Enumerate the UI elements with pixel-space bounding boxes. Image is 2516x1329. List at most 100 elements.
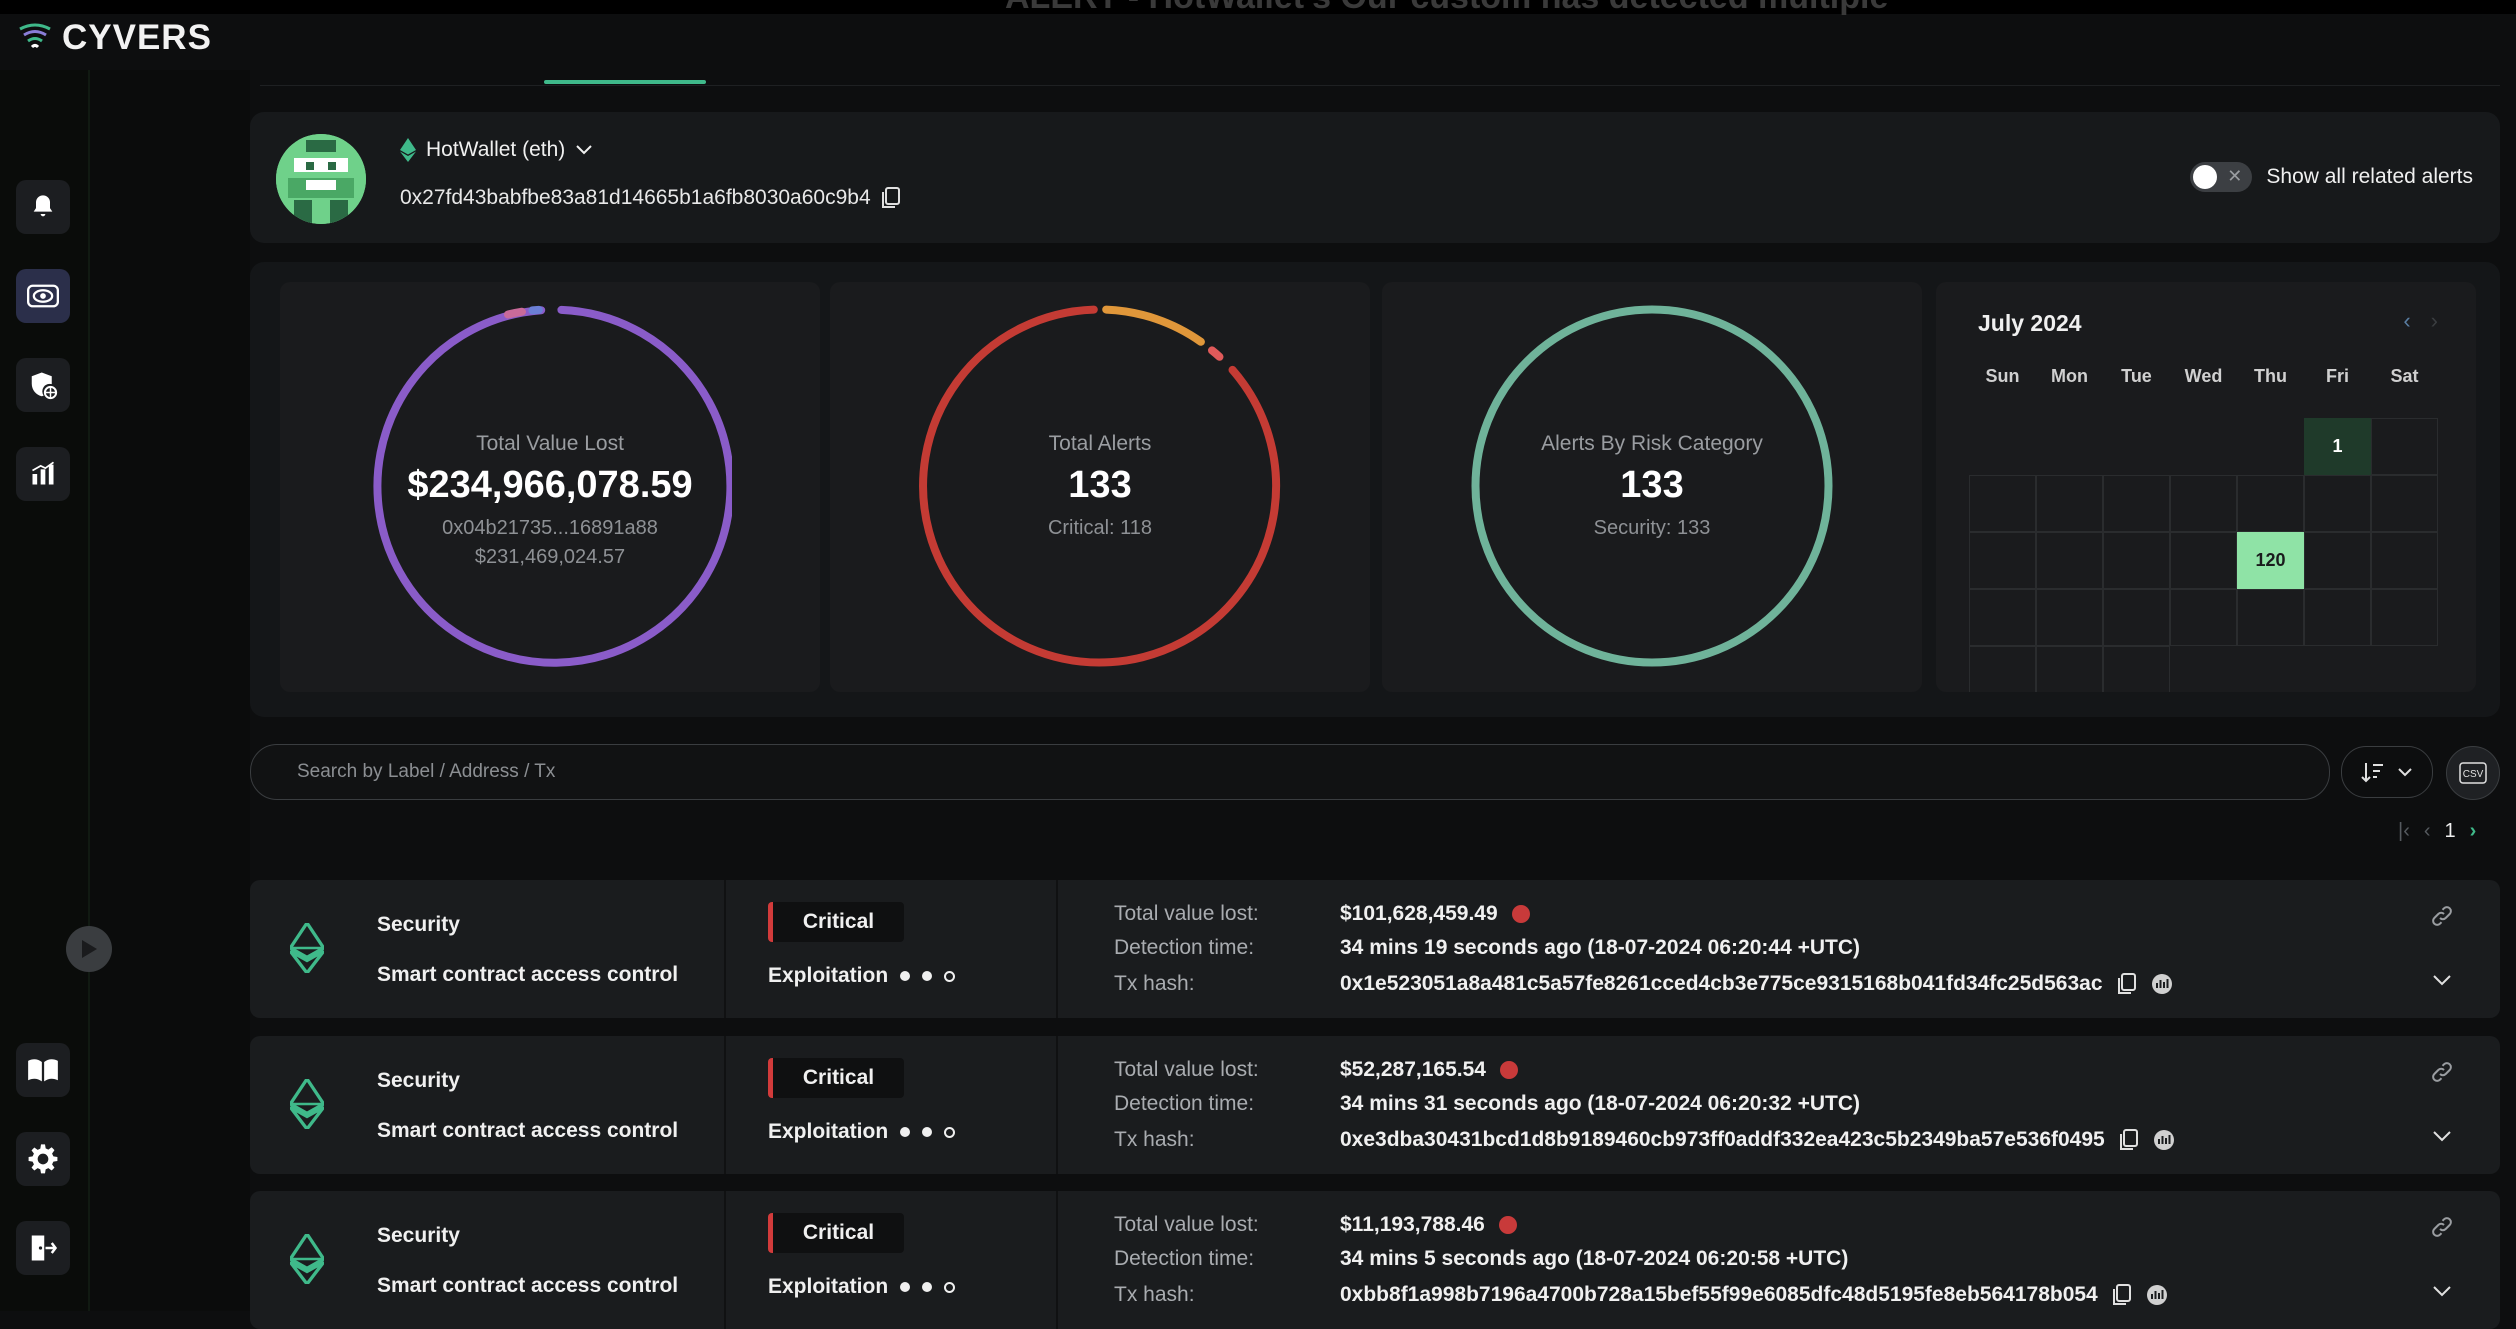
detection-time: 34 mins 31 seconds ago (18-07-2024 06:20… [1340,1092,1860,1115]
calendar-cell[interactable] [2036,589,2103,646]
divider [1056,1191,1058,1329]
copy-icon[interactable] [2117,973,2137,995]
background-title: ALERT - HotWallet's Our custom has detec… [1005,0,1888,17]
sidebar-item-docs[interactable] [16,1043,70,1097]
stats-panel: Total Value Lost $234,966,078.59 0x04b21… [250,262,2500,717]
sidebar-item-policy[interactable] [16,358,70,412]
chevron-left-icon[interactable]: ‹ [2403,308,2411,333]
chevron-down-icon[interactable] [2432,974,2452,986]
calendar-cell[interactable] [2237,475,2304,532]
logo[interactable]: CYVERS [18,18,212,58]
calendar-day-count[interactable]: 120 [2237,532,2304,589]
security-count: Security: 133 [1593,517,1711,539]
calendar-cell[interactable] [2036,646,2103,692]
alerts-by-risk-card[interactable]: Alerts By Risk Category 133 Security: 13… [1382,282,1922,692]
sidebar-item-settings[interactable] [16,1132,70,1186]
detection-label: Detection time: [1114,1247,1255,1270]
alert-row[interactable]: Security Smart contract access control C… [250,1036,2500,1174]
value-lost-ring [373,305,732,667]
alert-type: Smart contract access control [377,1274,679,1297]
weekday-label: Sat [2390,366,2419,386]
value-lost-label: Total value lost: [1114,1213,1259,1236]
page-number[interactable]: 1 [2444,820,2456,842]
show-related-alerts-toggle[interactable]: ✕ Show all related alerts [2190,162,2473,192]
calendar-cell[interactable] [2304,475,2371,532]
calendar-cell[interactable] [1969,532,2036,589]
wallet-header: HotWallet (eth) 0x27fd43babfbe83a81d1466… [250,112,2500,243]
calendar-cell[interactable] [2237,589,2304,646]
link-icon[interactable] [2430,904,2454,928]
toggle-switch[interactable]: ✕ [2190,162,2253,192]
chevron-right-icon[interactable]: › [2430,308,2438,333]
link-icon[interactable] [2430,1060,2454,1084]
first-page-icon[interactable]: |‹ [2398,820,2410,842]
prev-page-icon[interactable]: ‹ [2423,820,2431,842]
stat-value: 133 [1620,464,1684,506]
weekday-label: Thu [2254,366,2287,386]
sidebar-item-logout[interactable] [16,1221,70,1275]
eth-icon [290,1079,324,1129]
sidebar-item-reports[interactable] [16,447,70,501]
tx-hash[interactable]: 0xe3dba30431bcd1d8b9189460cb973ff0addf33… [1340,1128,2105,1151]
stat-value: 133 [1068,464,1132,506]
calendar-cell[interactable] [2103,589,2170,646]
calendar-cell[interactable] [2304,532,2371,589]
alert-row[interactable]: Security Smart contract access control C… [250,880,2500,1018]
top-address-value: $231,469,024.57 [474,546,626,568]
sidebar-item-watch[interactable] [16,269,70,323]
chevron-down-icon[interactable] [2432,1130,2452,1142]
calendar-cell[interactable] [2103,475,2170,532]
link-icon[interactable] [2430,1215,2454,1239]
weekday-label: Fri [2325,366,2349,386]
sidebar-item-alerts[interactable] [16,180,70,234]
critical-count: Critical: 118 [1047,517,1153,539]
next-page-icon[interactable]: › [2469,820,2477,842]
active-tab-indicator[interactable] [544,80,706,84]
alerts-center: Total Alerts 133 Critical: 118 [830,432,1370,540]
calendar-cell[interactable] [2036,532,2103,589]
calendar-cell[interactable] [2036,475,2103,532]
value-lost-center: Total Value Lost $234,966,078.59 0x04b21… [280,432,820,569]
total-alerts-card[interactable]: Total Alerts 133 Critical: 118 [830,282,1370,692]
copy-icon[interactable] [2119,1129,2139,1151]
calendar-day-1[interactable]: 1 [2304,418,2371,475]
logo-text: CYVERS [62,18,212,57]
calendar-cell[interactable] [2170,475,2237,532]
explorer-icon[interactable] [2151,973,2173,995]
calendar-cell[interactable] [2103,646,2170,692]
eth-icon [290,923,324,973]
calendar-cell[interactable] [2371,589,2438,646]
wallet-selector[interactable]: HotWallet (eth) [400,138,593,162]
sidebar [0,70,90,1311]
calendar-cell[interactable] [2371,532,2438,589]
calendar-cell[interactable] [1969,589,2036,646]
value-lost: $11,193,788.46 [1340,1213,1485,1236]
calendar-cell[interactable] [2103,532,2170,589]
tx-hash[interactable]: 0x1e523051a8a481c5a57fe8261cced4cb3e775c… [1340,972,2103,995]
calendar-cell[interactable] [2371,418,2438,475]
alert-row[interactable]: Security Smart contract access control C… [250,1191,2500,1329]
calendar-cell[interactable] [2371,475,2438,532]
calendar-cell[interactable] [1969,646,2036,692]
sort-button[interactable] [2341,746,2433,798]
value-lost-row: $52,287,165.54 [1340,1058,1518,1082]
calendar-cell[interactable] [2304,589,2371,646]
copy-icon[interactable] [2112,1284,2132,1306]
csv-export-button[interactable]: CSV [2446,746,2500,800]
explorer-icon[interactable] [2146,1284,2168,1306]
total-value-lost-card[interactable]: Total Value Lost $234,966,078.59 0x04b21… [280,282,820,692]
tx-hash-row: 0x1e523051a8a481c5a57fe8261cced4cb3e775c… [1340,972,2173,996]
search-input[interactable] [295,745,2199,799]
play-button[interactable] [66,926,112,972]
shield-icon [31,372,58,400]
tx-hash[interactable]: 0xbb8f1a998b7196a4700b728a15bef55f99e608… [1340,1283,2098,1306]
explorer-icon[interactable] [2153,1129,2175,1151]
calendar-cell[interactable] [2170,532,2237,589]
divider [1056,1036,1058,1174]
calendar-cell[interactable] [1969,475,2036,532]
copy-icon[interactable] [881,187,901,209]
avatar [276,134,366,224]
search-bar [250,744,2330,800]
calendar-cell[interactable] [2170,589,2237,646]
chevron-down-icon[interactable] [2432,1285,2452,1297]
